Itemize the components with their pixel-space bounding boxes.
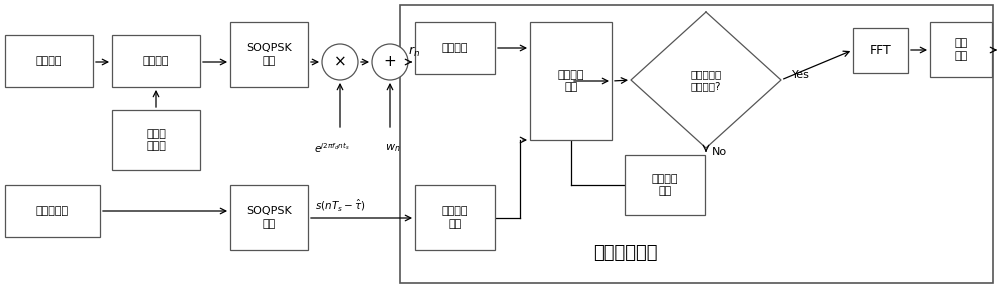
Text: 扩频调制: 扩频调制 [143,56,169,66]
Bar [415,185,495,250]
Text: Yes: Yes [792,70,810,80]
Bar [415,22,495,74]
Text: 扩频码
发生器: 扩频码 发生器 [146,129,166,151]
Polygon shape [631,12,781,148]
Bar [625,155,705,215]
Bar [5,185,100,237]
Bar [112,35,200,87]
Text: $r_n$: $r_n$ [408,45,420,59]
Text: 数据子块
移动: 数据子块 移动 [652,174,678,196]
Text: $e^{j2\pi f_d nt_s}$: $e^{j2\pi f_d nt_s}$ [314,141,350,155]
Text: 块内圆周
相关: 块内圆周 相关 [558,70,584,92]
Text: ×: × [334,54,346,70]
Text: 导航数据: 导航数据 [36,56,62,66]
Text: $w_n$: $w_n$ [385,142,401,154]
Ellipse shape [372,44,408,80]
Text: 信号捕获模块: 信号捕获模块 [593,244,658,262]
Text: SOQPSK
调制: SOQPSK 调制 [246,206,292,229]
Ellipse shape [322,44,358,80]
Text: 分块补零
组合: 分块补零 组合 [442,206,468,229]
Text: No: No [712,147,727,157]
Bar [112,110,200,170]
Bar [400,5,993,283]
Text: 完成一个周
期的移块?: 完成一个周 期的移块? [690,69,722,91]
Text: FFT: FFT [870,44,891,57]
Text: $s(nT_s-\hat{\tau})$: $s(nT_s-\hat{\tau})$ [315,197,365,213]
Bar [230,185,308,250]
Bar [5,35,93,87]
Bar [853,28,908,73]
Bar [230,22,308,87]
Text: 检测
判决: 检测 判决 [954,38,968,61]
Bar [930,22,992,77]
Text: 本地扩频码: 本地扩频码 [36,206,69,216]
Bar [530,22,612,140]
Text: SOQPSK
调制: SOQPSK 调制 [246,43,292,66]
Text: +: + [384,54,396,70]
Text: 分块组合: 分块组合 [442,43,468,53]
